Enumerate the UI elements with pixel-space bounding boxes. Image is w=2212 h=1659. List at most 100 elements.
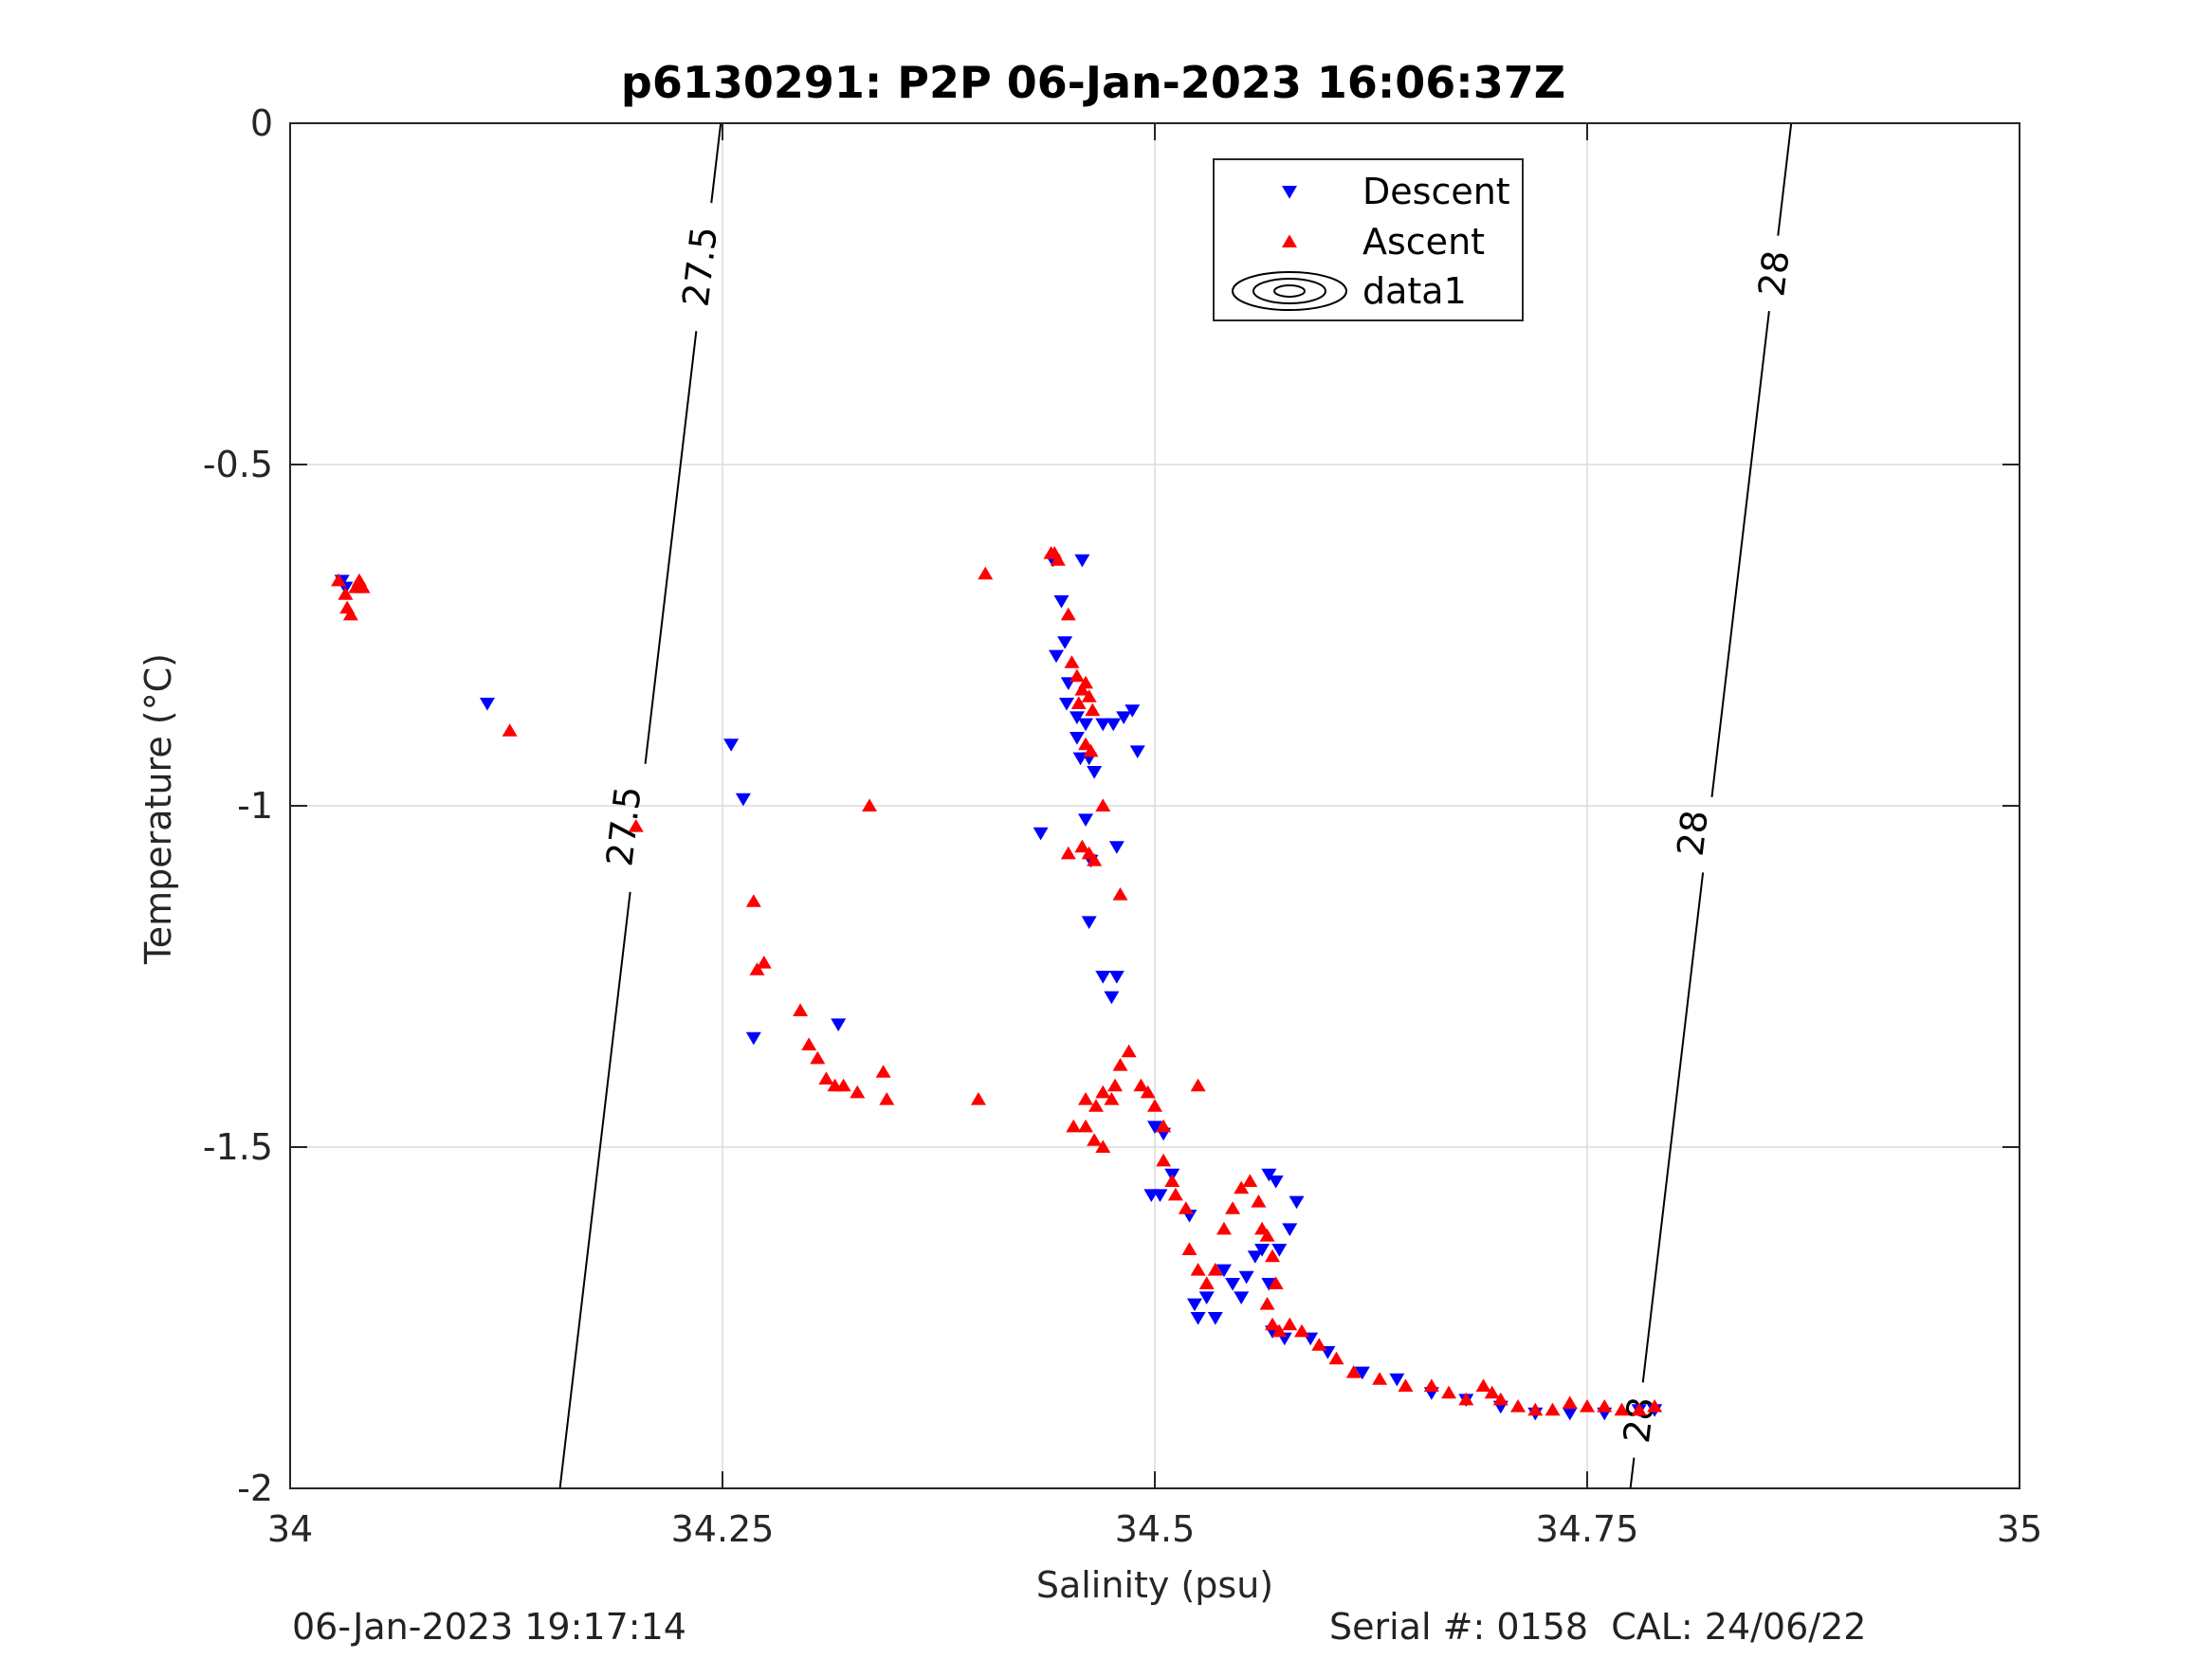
descent-point xyxy=(723,738,740,752)
y-tick-label: -1.5 xyxy=(203,1126,273,1168)
legend-contour-icon xyxy=(1273,284,1306,298)
ascent-point xyxy=(1190,1078,1206,1092)
descent-point xyxy=(1074,554,1090,568)
ascent-point xyxy=(1078,1119,1094,1133)
descent-point xyxy=(1057,636,1073,649)
descent-point xyxy=(1087,766,1103,779)
ascent-point xyxy=(1328,1351,1344,1365)
ascent-point xyxy=(1088,1099,1104,1112)
ascent-point xyxy=(628,819,644,832)
descent-point xyxy=(1562,1407,1578,1421)
ascent-point xyxy=(1147,1099,1162,1112)
ascent-point xyxy=(1562,1395,1578,1409)
descent-point xyxy=(1207,1312,1223,1325)
descent-point xyxy=(1354,1366,1370,1380)
ascent-point xyxy=(862,798,878,811)
y-tick-label: -2 xyxy=(237,1468,273,1509)
ascent-point xyxy=(1345,1365,1362,1378)
ascent-point xyxy=(1647,1399,1663,1413)
ascent-point xyxy=(338,587,354,600)
ascent-point xyxy=(1167,1187,1183,1201)
descent-point xyxy=(1108,971,1124,984)
descent-point xyxy=(1268,1176,1284,1189)
ascent-point xyxy=(1311,1338,1327,1351)
descent-point xyxy=(1254,1244,1271,1257)
ascent-point xyxy=(1265,1317,1281,1331)
legend: Descent Ascent data1 xyxy=(1213,158,1524,321)
ascent-point xyxy=(1398,1378,1414,1392)
descent-point xyxy=(1261,1168,1277,1182)
contour-label: 27.5 xyxy=(598,784,649,868)
ascent-point xyxy=(1074,839,1090,853)
ascent-point xyxy=(875,1065,891,1078)
descent-point xyxy=(1108,841,1124,854)
descent-point xyxy=(1198,1291,1215,1304)
legend-entry-label: Ascent xyxy=(1362,221,1485,263)
ascent-point xyxy=(331,573,347,587)
ascent-point xyxy=(1441,1385,1457,1399)
ascent-point xyxy=(879,1092,895,1105)
ascent-point xyxy=(1458,1392,1474,1406)
descent-point xyxy=(1186,1298,1202,1312)
descent-point xyxy=(1238,1270,1254,1285)
y-tick-label: -1 xyxy=(237,785,273,827)
legend-box xyxy=(1213,158,1524,321)
descent-point xyxy=(1124,704,1141,718)
y-axis-label: Temperature (°C) xyxy=(137,653,179,965)
ascent-point xyxy=(1095,1139,1111,1153)
ascent-point xyxy=(1234,1180,1250,1194)
x-tick-label: 35 xyxy=(1997,1508,2042,1550)
ascent-point xyxy=(1081,689,1097,702)
descent-point xyxy=(1106,718,1122,732)
chart-title: p6130291: P2P 06-Jan-2023 16:06:37Z xyxy=(621,57,1565,108)
ascent-point xyxy=(1164,1174,1180,1187)
ascent-point xyxy=(1475,1378,1491,1392)
ascent-point xyxy=(1545,1402,1561,1416)
x-tick-label: 34.75 xyxy=(1536,1508,1639,1550)
ascent-point xyxy=(1484,1385,1500,1399)
ascent-point xyxy=(1216,1221,1232,1235)
ascent-point xyxy=(1064,655,1080,668)
ascent-point xyxy=(1087,853,1103,866)
descent-point xyxy=(1095,718,1111,732)
x-tick-label: 34.25 xyxy=(671,1508,775,1550)
ascent-point xyxy=(978,566,994,580)
ascent-point xyxy=(850,1085,866,1099)
ascent-point xyxy=(793,1003,809,1016)
ascent-point xyxy=(1225,1201,1241,1214)
descent-point xyxy=(1033,827,1049,841)
descent-point xyxy=(1049,649,1065,664)
ascent-point xyxy=(1095,798,1111,811)
ascent-point xyxy=(1527,1402,1544,1416)
footer-serial-cal: Serial #: 0158 CAL: 24/06/22 xyxy=(1329,1606,1867,1648)
contour-line-27.5 xyxy=(644,331,698,764)
ascent-point xyxy=(1178,1201,1194,1214)
ascent-point xyxy=(1121,1044,1137,1058)
ascent-point xyxy=(1207,1263,1223,1276)
ascent-point xyxy=(1259,1229,1275,1242)
ascent-point xyxy=(1156,1153,1172,1167)
ascent-point xyxy=(1085,702,1101,717)
descent-point xyxy=(1078,813,1094,827)
descent-point xyxy=(1271,1244,1288,1257)
descent-point xyxy=(1282,1223,1298,1236)
grid-lines xyxy=(289,122,2020,1489)
ascent-point xyxy=(502,723,518,737)
descent-point xyxy=(1069,732,1085,745)
descent-point xyxy=(1234,1291,1250,1304)
footer-timestamp: 06-Jan-2023 19:17:14 xyxy=(292,1606,686,1648)
ascent-point xyxy=(1107,1078,1124,1092)
ascent-point xyxy=(1614,1402,1630,1416)
descent-point xyxy=(1104,991,1120,1005)
ascent-point xyxy=(1580,1399,1595,1413)
ascent-point xyxy=(1372,1372,1388,1385)
ascent-point xyxy=(1078,675,1094,689)
descent-point xyxy=(1225,1278,1241,1291)
descent-point xyxy=(1081,916,1097,929)
ascent-point xyxy=(1492,1392,1508,1406)
ascent-point xyxy=(1112,887,1128,901)
descent-point xyxy=(1053,595,1069,609)
descent-point xyxy=(1247,1250,1263,1264)
